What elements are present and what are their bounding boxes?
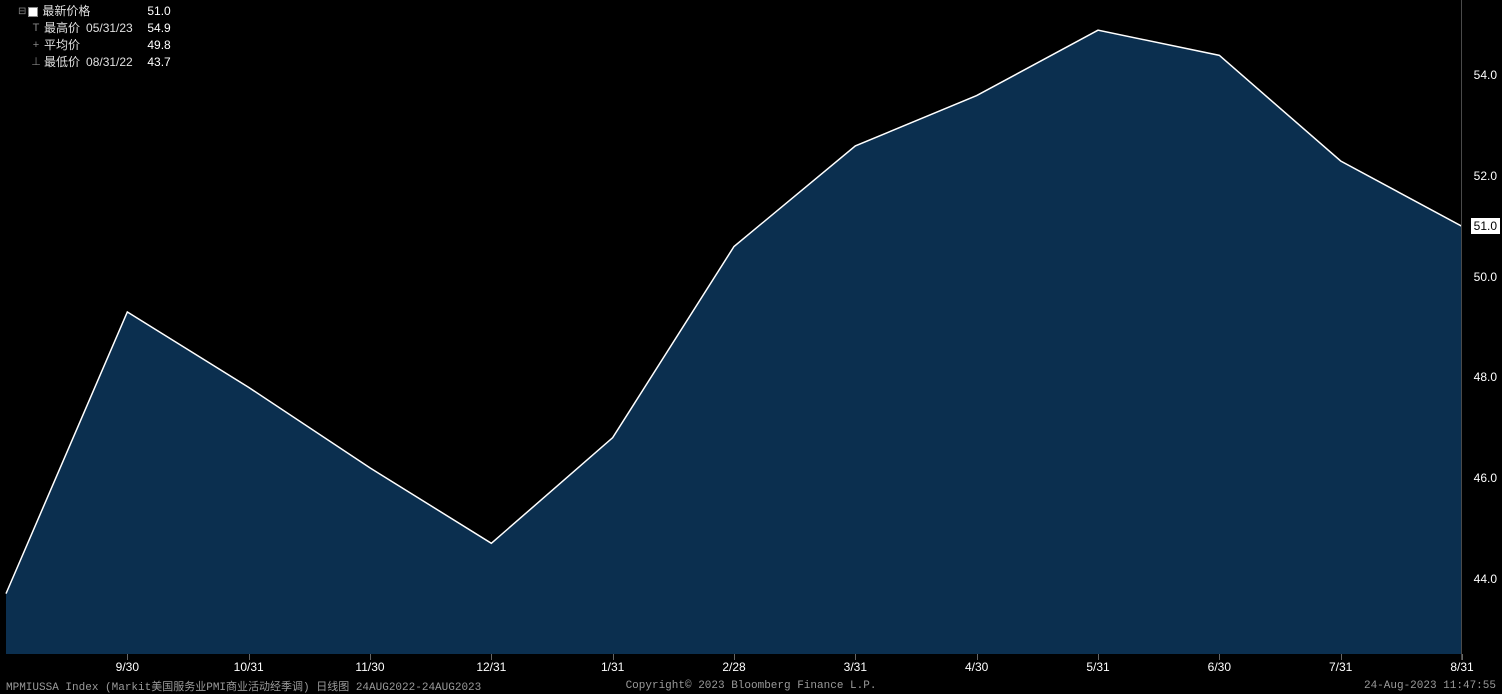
y-tick-label: 52.0 (1474, 169, 1497, 183)
y-tick-label: 44.0 (1474, 572, 1497, 586)
footer-right-text: 24-Aug-2023 11:47:55 (1364, 680, 1496, 692)
legend-low-icon: ⊥ (30, 54, 42, 71)
footer-bar: MPMIUSSA Index (Markit美国服务业PMI商业活动经季调) 日… (0, 678, 1502, 694)
legend-label-high: 最高价 (44, 20, 80, 37)
area-chart-svg (0, 0, 1462, 654)
y-tick-label: 54.0 (1474, 68, 1497, 82)
x-tick-label: 8/31 (1450, 660, 1473, 674)
chart-container: 44.0 46.0 48.0 50.0 52.0 54.0 51.0 9/30 10/31 11… (0, 0, 1502, 694)
legend-tree-icon: ⊟ (18, 3, 26, 20)
legend-square-icon (28, 7, 38, 17)
legend-value-avg: 49.8 (139, 37, 171, 54)
legend-label-low: 最低价 (44, 54, 80, 71)
legend-date-low: 08/31/22 (86, 54, 133, 71)
series-area (6, 30, 1462, 654)
x-tick-label: 7/31 (1329, 660, 1352, 674)
x-tick-label: 4/30 (965, 660, 988, 674)
x-tick-label: 12/31 (476, 660, 506, 674)
y-tick-label: 46.0 (1474, 471, 1497, 485)
legend-box: ⊟ 最新价格 51.0 T 最高价 05/31/23 54.9 + 平均价 49… (18, 3, 171, 71)
x-tick-label: 6/30 (1208, 660, 1231, 674)
legend-label-avg: 平均价 (44, 37, 80, 54)
x-tick-label: 1/31 (601, 660, 624, 674)
legend-value-low: 43.7 (139, 54, 171, 71)
legend-row-avg: + 平均价 49.8 (18, 37, 171, 54)
x-tick-label: 11/30 (355, 660, 384, 674)
legend-label-latest: 最新价格 (42, 3, 90, 20)
x-tick-label: 2/28 (722, 660, 745, 674)
x-tick-label: 9/30 (116, 660, 139, 674)
footer-center-text: Copyright© 2023 Bloomberg Finance L.P. (626, 680, 877, 692)
y-tick-label: 48.0 (1474, 370, 1497, 384)
legend-high-icon: T (30, 20, 42, 37)
x-tick-label: 10/31 (234, 660, 264, 674)
y-tick-highlight: 51.0 (1471, 218, 1500, 234)
legend-row-latest: ⊟ 最新价格 51.0 (18, 3, 171, 20)
legend-value-high: 54.9 (139, 20, 171, 37)
legend-date-high: 05/31/23 (86, 20, 133, 37)
legend-row-high: T 最高价 05/31/23 54.9 (18, 20, 171, 37)
x-axis: 9/30 10/31 11/30 12/31 1/31 2/28 3/31 4/30 5/31 6… (0, 656, 1462, 674)
footer-left-text: MPMIUSSA Index (Markit美国服务业PMI商业活动经季调) 日… (6, 678, 481, 694)
legend-row-low: ⊥ 最低价 08/31/22 43.7 (18, 54, 171, 71)
y-axis: 44.0 46.0 48.0 50.0 52.0 54.0 51.0 (1462, 0, 1502, 660)
legend-avg-icon: + (30, 37, 42, 54)
y-tick-label: 50.0 (1474, 270, 1497, 284)
plot-area (0, 0, 1462, 660)
x-tick-label: 3/31 (844, 660, 867, 674)
legend-value-latest: 51.0 (139, 3, 171, 20)
x-tick-label: 5/31 (1086, 660, 1109, 674)
